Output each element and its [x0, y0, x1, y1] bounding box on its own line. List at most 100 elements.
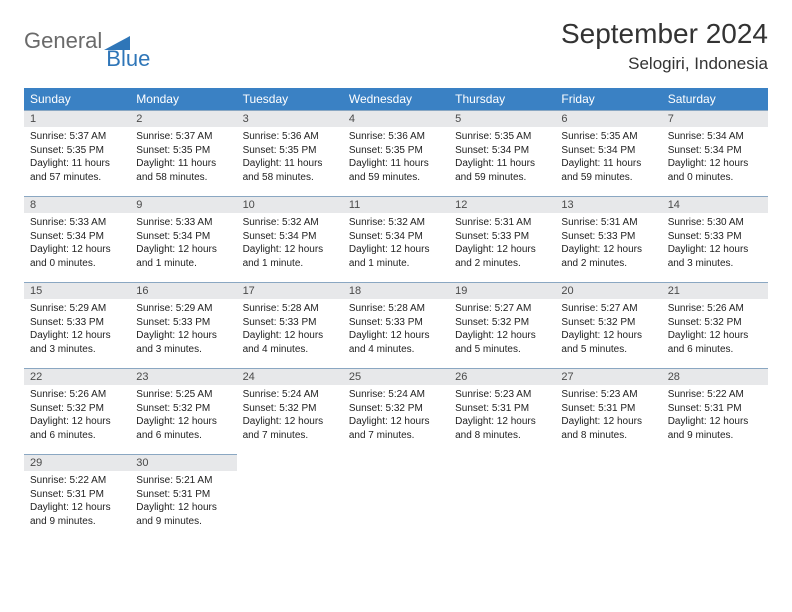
- calendar-cell: 18Sunrise: 5:28 AMSunset: 5:33 PMDayligh…: [343, 282, 449, 368]
- calendar-cell: 11 Sunrise: 5:32 AMSunset: 5:34 PMDayligh…: [343, 196, 449, 282]
- daylight-line: Daylight: 12 hours and 4 minutes.: [243, 329, 337, 356]
- day-number: 26: [449, 368, 555, 385]
- day-body: Sunrise: 5:28 AMSunset: 5:33 PMDaylight:…: [237, 299, 343, 360]
- day-number: 11: [343, 196, 449, 213]
- sunrise-line: Sunrise: 5:23 AM: [455, 388, 549, 402]
- sunset-line: Sunset: 5:33 PM: [243, 316, 337, 330]
- day-number: 7: [662, 110, 768, 127]
- sunrise-line: Sunrise: 5:26 AM: [668, 302, 762, 316]
- sunset-line: Sunset: 5:32 PM: [668, 316, 762, 330]
- day-body: Sunrise: 5:26 AMSunset: 5:32 PMDaylight:…: [662, 299, 768, 360]
- sunrise-line: Sunrise: 5:31 AM: [561, 216, 655, 230]
- sunset-line: Sunset: 5:32 PM: [455, 316, 549, 330]
- day-number: 18: [343, 282, 449, 299]
- calendar-cell: 5Sunrise: 5:35 AMSunset: 5:34 PMDaylight…: [449, 110, 555, 196]
- day-number: 24: [237, 368, 343, 385]
- sunrise-line: Sunrise: 5:31 AM: [455, 216, 549, 230]
- day-body: Sunrise: 5:26 AMSunset: 5:32 PMDaylight:…: [24, 385, 130, 446]
- sunset-line: Sunset: 5:31 PM: [455, 402, 549, 416]
- calendar-cell: 1Sunrise: 5:37 AMSunset: 5:35 PMDaylight…: [24, 110, 130, 196]
- weekday-header: Saturday: [662, 88, 768, 110]
- calendar-cell: 21Sunrise: 5:26 AMSunset: 5:32 PMDayligh…: [662, 282, 768, 368]
- sunset-line: Sunset: 5:32 PM: [349, 402, 443, 416]
- daylight-line: Daylight: 12 hours and 6 minutes.: [136, 415, 230, 442]
- daylight-line: Daylight: 12 hours and 7 minutes.: [243, 415, 337, 442]
- calendar-cell: 16Sunrise: 5:29 AMSunset: 5:33 PMDayligh…: [130, 282, 236, 368]
- sunset-line: Sunset: 5:34 PM: [30, 230, 124, 244]
- day-number: 13: [555, 196, 661, 213]
- daylight-line: Daylight: 12 hours and 6 minutes.: [30, 415, 124, 442]
- sunset-line: Sunset: 5:34 PM: [561, 144, 655, 158]
- header: General Blue September 2024 Selogiri, In…: [24, 18, 768, 74]
- day-body: Sunrise: 5:29 AMSunset: 5:33 PMDaylight:…: [24, 299, 130, 360]
- calendar-cell: 26 Sunrise: 5:23 AMSunset: 5:31 PMDayligh…: [449, 368, 555, 454]
- sunrise-line: Sunrise: 5:32 AM: [349, 216, 443, 230]
- sunset-line: Sunset: 5:34 PM: [668, 144, 762, 158]
- day-body: Sunrise: 5:33 AMSunset: 5:34 PMDaylight:…: [24, 213, 130, 274]
- calendar-cell: 9Sunrise: 5:33 AMSunset: 5:34 PMDaylight…: [130, 196, 236, 282]
- day-number: 30: [130, 454, 236, 471]
- weekday-header: Sunday: [24, 88, 130, 110]
- day-number: 10: [237, 196, 343, 213]
- day-number: 2: [130, 110, 236, 127]
- day-body: Sunrise: 5:32 AMSunset: 5:34 PMDaylight:…: [237, 213, 343, 274]
- sunset-line: Sunset: 5:31 PM: [668, 402, 762, 416]
- daylight-line: Daylight: 12 hours and 1 minute.: [136, 243, 230, 270]
- sunrise-line: Sunrise: 5:23 AM: [561, 388, 655, 402]
- calendar-cell: 14Sunrise: 5:30 AMSunset: 5:33 PMDayligh…: [662, 196, 768, 282]
- calendar-cell: 13Sunrise: 5:31 AMSunset: 5:33 PMDayligh…: [555, 196, 661, 282]
- day-number: 28: [662, 368, 768, 385]
- calendar-cell: [237, 454, 343, 540]
- calendar-cell: 6Sunrise: 5:35 AMSunset: 5:34 PMDaylight…: [555, 110, 661, 196]
- day-body: Sunrise: 5:31 AMSunset: 5:33 PMDaylight:…: [555, 213, 661, 274]
- sunrise-line: Sunrise: 5:35 AM: [455, 130, 549, 144]
- calendar-head: SundayMondayTuesdayWednesdayThursdayFrid…: [24, 88, 768, 110]
- sunrise-line: Sunrise: 5:26 AM: [30, 388, 124, 402]
- day-number: 17: [237, 282, 343, 299]
- day-number: 9: [130, 196, 236, 213]
- sunset-line: Sunset: 5:35 PM: [136, 144, 230, 158]
- daylight-line: Daylight: 12 hours and 9 minutes.: [30, 501, 124, 528]
- day-body: Sunrise: 5:24 AMSunset: 5:32 PMDaylight:…: [343, 385, 449, 446]
- location: Selogiri, Indonesia: [561, 54, 768, 74]
- day-body: Sunrise: 5:31 AMSunset: 5:33 PMDaylight:…: [449, 213, 555, 274]
- sunrise-line: Sunrise: 5:29 AM: [136, 302, 230, 316]
- calendar-cell: 10Sunrise: 5:32 AMSunset: 5:34 PMDayligh…: [237, 196, 343, 282]
- sunset-line: Sunset: 5:35 PM: [30, 144, 124, 158]
- brand-part1: General: [24, 28, 102, 54]
- day-body: Sunrise: 5:35 AMSunset: 5:34 PMDaylight:…: [449, 127, 555, 188]
- day-number: 12: [449, 196, 555, 213]
- day-number: 1: [24, 110, 130, 127]
- day-body: Sunrise: 5:25 AMSunset: 5:32 PMDaylight:…: [130, 385, 236, 446]
- daylight-line: Daylight: 12 hours and 0 minutes.: [30, 243, 124, 270]
- sunset-line: Sunset: 5:33 PM: [136, 316, 230, 330]
- sunrise-line: Sunrise: 5:25 AM: [136, 388, 230, 402]
- daylight-line: Daylight: 12 hours and 2 minutes.: [561, 243, 655, 270]
- day-body: Sunrise: 5:37 AMSunset: 5:35 PMDaylight:…: [24, 127, 130, 188]
- sunset-line: Sunset: 5:32 PM: [136, 402, 230, 416]
- day-number: 22: [24, 368, 130, 385]
- sunset-line: Sunset: 5:31 PM: [561, 402, 655, 416]
- daylight-line: Daylight: 12 hours and 1 minute.: [349, 243, 443, 270]
- sunset-line: Sunset: 5:34 PM: [349, 230, 443, 244]
- daylight-line: Daylight: 11 hours and 57 minutes.: [30, 157, 124, 184]
- calendar-cell: 17Sunrise: 5:28 AMSunset: 5:33 PMDayligh…: [237, 282, 343, 368]
- calendar-cell: 30Sunrise: 5:21 AMSunset: 5:31 PMDayligh…: [130, 454, 236, 540]
- daylight-line: Daylight: 12 hours and 8 minutes.: [561, 415, 655, 442]
- day-number: 23: [130, 368, 236, 385]
- day-number: 14: [662, 196, 768, 213]
- daylight-line: Daylight: 11 hours and 58 minutes.: [136, 157, 230, 184]
- sunrise-line: Sunrise: 5:36 AM: [349, 130, 443, 144]
- day-number: 20: [555, 282, 661, 299]
- sunrise-line: Sunrise: 5:36 AM: [243, 130, 337, 144]
- day-body: Sunrise: 5:29 AMSunset: 5:33 PMDaylight:…: [130, 299, 236, 360]
- sunset-line: Sunset: 5:33 PM: [455, 230, 549, 244]
- calendar-cell: 23Sunrise: 5:25 AMSunset: 5:32 PMDayligh…: [130, 368, 236, 454]
- daylight-line: Daylight: 12 hours and 8 minutes.: [455, 415, 549, 442]
- sunrise-line: Sunrise: 5:28 AM: [243, 302, 337, 316]
- sunrise-line: Sunrise: 5:29 AM: [30, 302, 124, 316]
- sunrise-line: Sunrise: 5:33 AM: [136, 216, 230, 230]
- calendar-cell: 25Sunrise: 5:24 AMSunset: 5:32 PMDayligh…: [343, 368, 449, 454]
- day-number: 15: [24, 282, 130, 299]
- sunrise-line: Sunrise: 5:27 AM: [455, 302, 549, 316]
